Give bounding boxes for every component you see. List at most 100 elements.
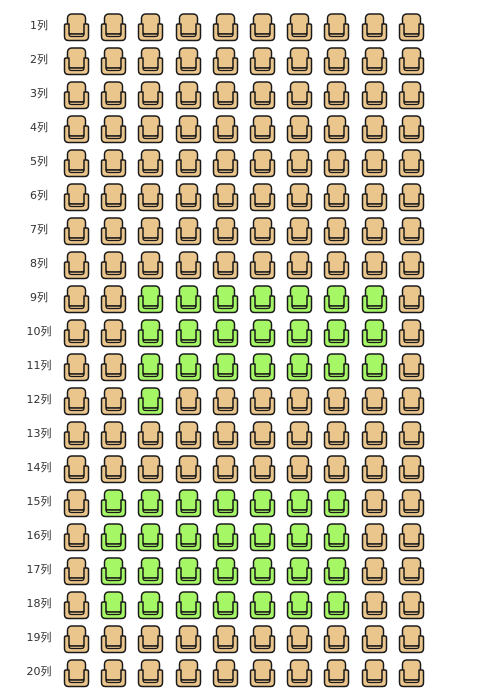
seat-available[interactable]: [212, 659, 239, 688]
seat-available[interactable]: [323, 149, 350, 178]
seat-selected[interactable]: [212, 319, 239, 348]
seat-available[interactable]: [212, 217, 239, 246]
seat-available[interactable]: [398, 353, 425, 382]
seat-available[interactable]: [249, 387, 276, 416]
seat-available[interactable]: [63, 387, 90, 416]
seat-selected[interactable]: [323, 319, 350, 348]
seat-available[interactable]: [398, 217, 425, 246]
seat-available[interactable]: [212, 387, 239, 416]
seat-available[interactable]: [361, 523, 388, 552]
seat-available[interactable]: [286, 47, 313, 76]
seat-available[interactable]: [249, 217, 276, 246]
seat-available[interactable]: [63, 659, 90, 688]
seat-selected[interactable]: [323, 353, 350, 382]
seat-selected[interactable]: [175, 489, 202, 518]
seat-available[interactable]: [398, 47, 425, 76]
seat-selected[interactable]: [175, 523, 202, 552]
seat-available[interactable]: [361, 387, 388, 416]
seat-available[interactable]: [63, 251, 90, 280]
seat-available[interactable]: [100, 81, 127, 110]
seat-available[interactable]: [398, 523, 425, 552]
seat-selected[interactable]: [137, 489, 164, 518]
seat-available[interactable]: [100, 149, 127, 178]
seat-available[interactable]: [361, 625, 388, 654]
seat-available[interactable]: [323, 625, 350, 654]
seat-available[interactable]: [398, 421, 425, 450]
seat-selected[interactable]: [212, 489, 239, 518]
seat-selected[interactable]: [100, 489, 127, 518]
seat-available[interactable]: [361, 81, 388, 110]
seat-available[interactable]: [137, 183, 164, 212]
seat-selected[interactable]: [100, 523, 127, 552]
seat-selected[interactable]: [323, 523, 350, 552]
seat-available[interactable]: [286, 421, 313, 450]
seat-selected[interactable]: [100, 557, 127, 586]
seat-selected[interactable]: [175, 557, 202, 586]
seat-available[interactable]: [175, 81, 202, 110]
seat-selected[interactable]: [137, 591, 164, 620]
seat-available[interactable]: [398, 625, 425, 654]
seat-selected[interactable]: [286, 557, 313, 586]
seat-selected[interactable]: [323, 557, 350, 586]
seat-available[interactable]: [361, 47, 388, 76]
seat-available[interactable]: [63, 421, 90, 450]
seat-available[interactable]: [398, 183, 425, 212]
seat-available[interactable]: [249, 13, 276, 42]
seat-available[interactable]: [286, 13, 313, 42]
seat-available[interactable]: [63, 489, 90, 518]
seat-available[interactable]: [212, 13, 239, 42]
seat-available[interactable]: [63, 217, 90, 246]
seat-available[interactable]: [286, 251, 313, 280]
seat-available[interactable]: [175, 217, 202, 246]
seat-selected[interactable]: [249, 319, 276, 348]
seat-available[interactable]: [398, 455, 425, 484]
seat-selected[interactable]: [175, 591, 202, 620]
seat-selected[interactable]: [137, 353, 164, 382]
seat-available[interactable]: [361, 591, 388, 620]
seat-selected[interactable]: [361, 319, 388, 348]
seat-available[interactable]: [361, 149, 388, 178]
seat-available[interactable]: [398, 659, 425, 688]
seat-available[interactable]: [361, 183, 388, 212]
seat-available[interactable]: [63, 353, 90, 382]
seat-available[interactable]: [212, 455, 239, 484]
seat-available[interactable]: [361, 557, 388, 586]
seat-available[interactable]: [100, 421, 127, 450]
seat-available[interactable]: [63, 81, 90, 110]
seat-available[interactable]: [212, 47, 239, 76]
seat-available[interactable]: [212, 625, 239, 654]
seat-selected[interactable]: [212, 285, 239, 314]
seat-available[interactable]: [63, 13, 90, 42]
seat-selected[interactable]: [249, 353, 276, 382]
seat-available[interactable]: [323, 455, 350, 484]
seat-available[interactable]: [286, 217, 313, 246]
seat-available[interactable]: [286, 625, 313, 654]
seat-available[interactable]: [361, 13, 388, 42]
seat-selected[interactable]: [323, 489, 350, 518]
seat-available[interactable]: [100, 387, 127, 416]
seat-available[interactable]: [137, 47, 164, 76]
seat-available[interactable]: [361, 421, 388, 450]
seat-selected[interactable]: [175, 285, 202, 314]
seat-selected[interactable]: [175, 353, 202, 382]
seat-available[interactable]: [286, 183, 313, 212]
seat-available[interactable]: [63, 625, 90, 654]
seat-selected[interactable]: [137, 557, 164, 586]
seat-available[interactable]: [323, 217, 350, 246]
seat-selected[interactable]: [212, 523, 239, 552]
seat-selected[interactable]: [361, 353, 388, 382]
seat-available[interactable]: [398, 387, 425, 416]
seat-available[interactable]: [323, 81, 350, 110]
seat-available[interactable]: [212, 421, 239, 450]
seat-available[interactable]: [63, 455, 90, 484]
seat-available[interactable]: [398, 149, 425, 178]
seat-available[interactable]: [175, 13, 202, 42]
seat-available[interactable]: [249, 251, 276, 280]
seat-selected[interactable]: [212, 353, 239, 382]
seat-available[interactable]: [63, 319, 90, 348]
seat-available[interactable]: [175, 183, 202, 212]
seat-available[interactable]: [398, 13, 425, 42]
seat-available[interactable]: [100, 13, 127, 42]
seat-available[interactable]: [175, 659, 202, 688]
seat-available[interactable]: [286, 81, 313, 110]
